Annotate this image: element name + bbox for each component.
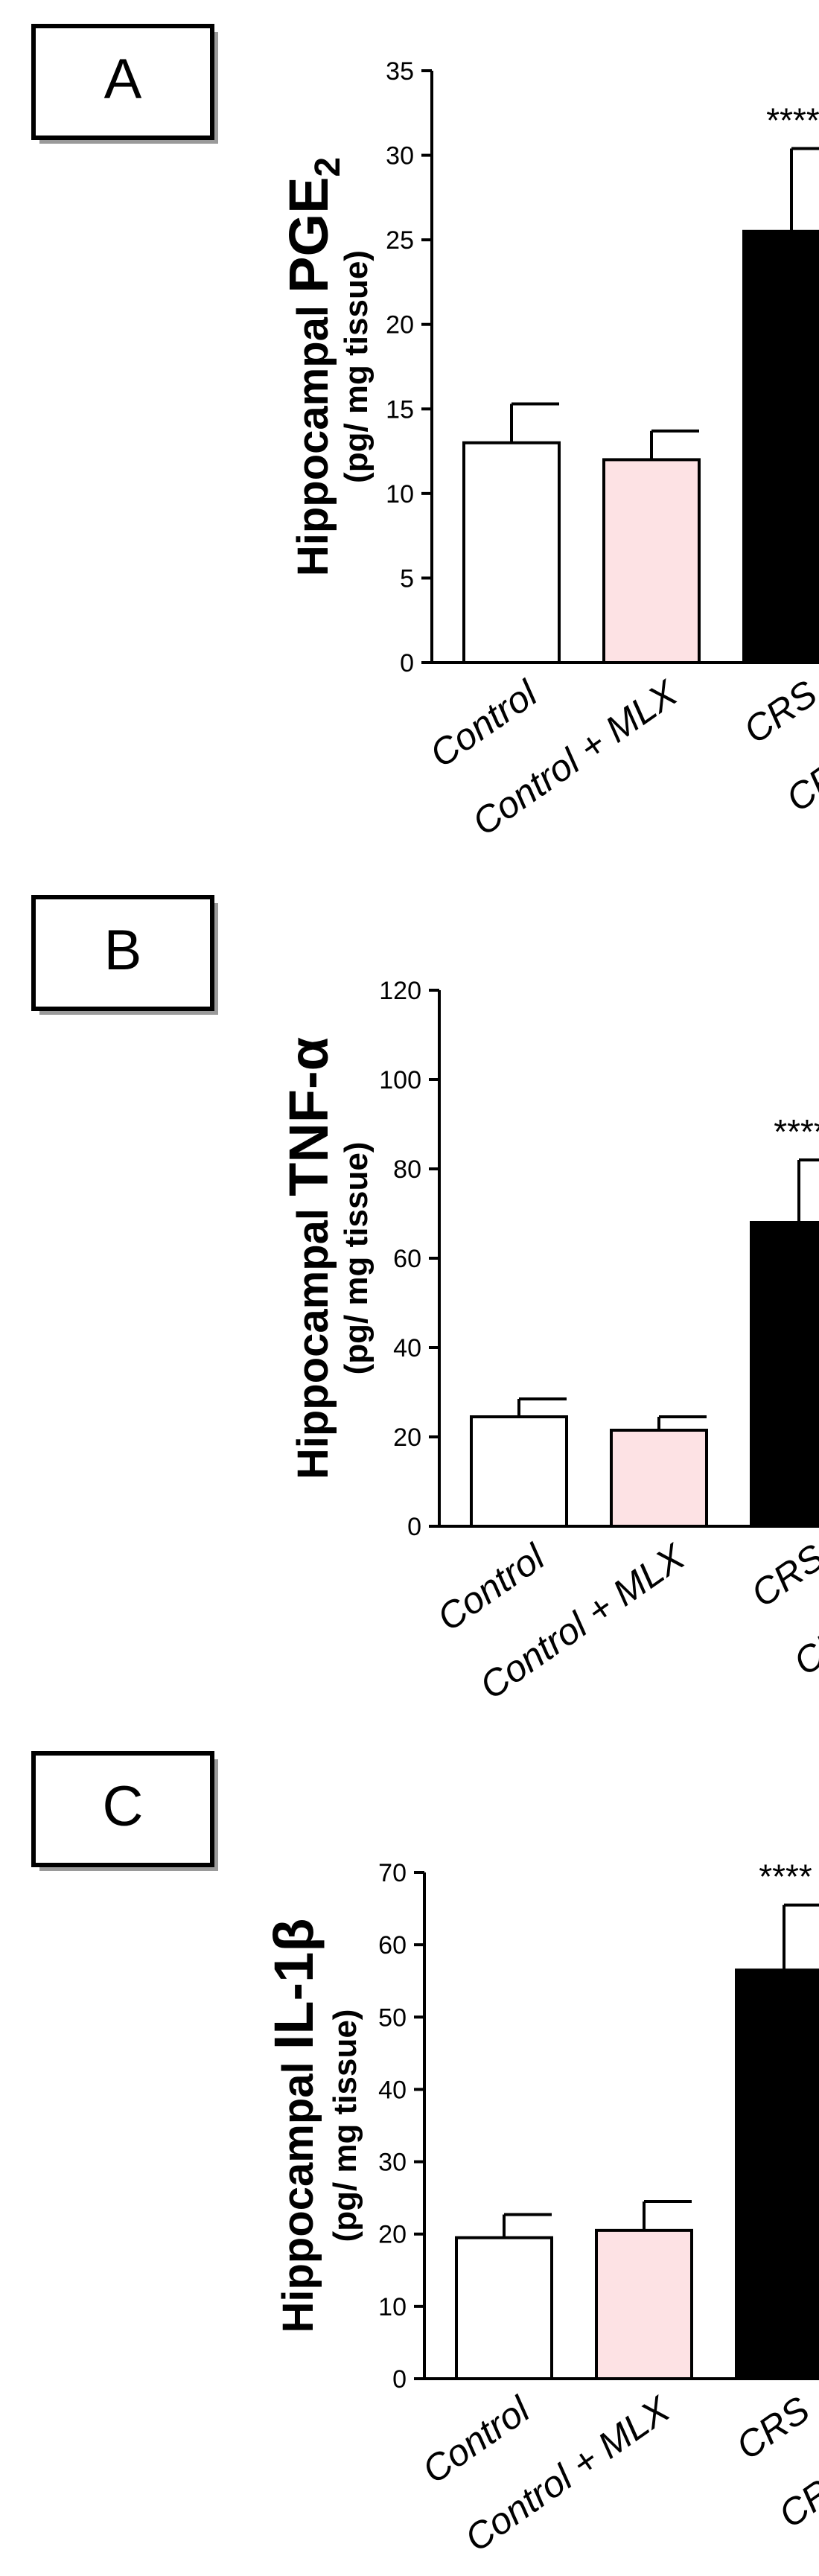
y-axis-title-main: PGE [278,177,340,293]
bar-0 [455,2236,553,2380]
y-tick-label: 30 [386,142,414,170]
panel-label: B [104,919,142,982]
y-tick-label: 35 [386,57,414,86]
x-category-label: Control [422,672,546,775]
bar-0 [462,441,561,664]
y-tick-label: 120 [379,977,421,1005]
y-tick-label: 0 [392,2365,407,2394]
x-category-label: CRS [744,1536,819,1615]
y-axis-title-main: TNF-α [278,1037,340,1196]
y-tick-label: 30 [378,2149,407,2177]
panel-label: C [103,1775,144,1838]
y-tick-label: 10 [378,2293,407,2321]
y-axis-title-prefix: Hippocampal [274,2050,322,2333]
bar-1 [595,2228,693,2380]
y-tick-label: 10 [386,480,414,508]
x-category-label: CRS [736,672,819,751]
bar-1 [610,1429,708,1528]
y-axis-title: Hippocampal PGE2 [278,157,348,576]
y-tick-label: 80 [393,1155,421,1184]
significance-label: **** [757,1858,812,1896]
y-axis-title-main: IL-1β [263,1918,325,2050]
bar-2 [750,1221,819,1528]
bar-2 [735,1968,819,2380]
panel-label-box [31,1751,214,1867]
y-axis-title: Hippocampal TNF-α [278,1037,340,1479]
y-tick-label: 50 [378,2003,407,2032]
y-tick-label: 100 [379,1066,421,1094]
panel-label-box [31,24,214,140]
y-tick-label: 15 [386,395,414,424]
y-axis-title: Hippocampal IL-1β [263,1918,325,2333]
y-tick-label: 20 [386,311,414,339]
y-tick-label: 40 [393,1334,421,1362]
y-tick-label: 0 [407,1513,421,1541]
panel-b: B Hippocampal TNF-α (pg/ mg tissue) 0 20 40 60… [0,871,819,1727]
panel-label: A [104,48,142,111]
significance-label: **** [765,101,819,139]
panel-c: C Hippocampal IL-1β (pg/ mg tissue) 0 10 20 30… [0,1727,819,2576]
y-tick-label: 20 [378,2221,407,2249]
y-tick-label: 0 [400,649,414,678]
y-axis-units: (pg/ mg tissue) [338,1142,375,1375]
chart-panel-c: C Hippocampal IL-1β(pg/ mg tissue) 0 10 20 30… [31,1751,819,2560]
y-axis-title-subscript: 2 [308,157,348,177]
x-category-label: Control [415,2388,538,2491]
y-tick-label: 20 [393,1424,421,1452]
y-axis-title-prefix: Hippocampal [289,1196,337,1479]
y-tick-label: 60 [378,1931,407,1960]
x-category-label: CRS [729,2388,818,2467]
bar-2 [742,229,819,664]
y-tick-label: 25 [386,226,414,255]
bar-1 [602,458,701,665]
x-category-label: Control [430,1535,553,1639]
y-axis-units: (pg/ mg tissue) [327,2009,363,2242]
bar-0 [470,1415,568,1528]
y-tick-label: 40 [378,2076,407,2104]
y-tick-label: 70 [378,1859,407,1887]
panel-a: A Hippocampal PGE2 (pg/ mg tissue) 0 5 10 15 20… [0,0,819,871]
significance-label: **** [772,1112,819,1151]
chart-panel-b: B Hippocampal TNF-α(pg/ mg tissue) 0 20 40 60… [31,895,819,1707]
y-tick-label: 5 [400,564,414,593]
y-axis-title-prefix: Hippocampal [289,293,337,576]
y-tick-label: 60 [393,1245,421,1273]
panel-label-box [31,895,214,1011]
y-axis-units: (pg/ mg tissue) [338,250,375,483]
